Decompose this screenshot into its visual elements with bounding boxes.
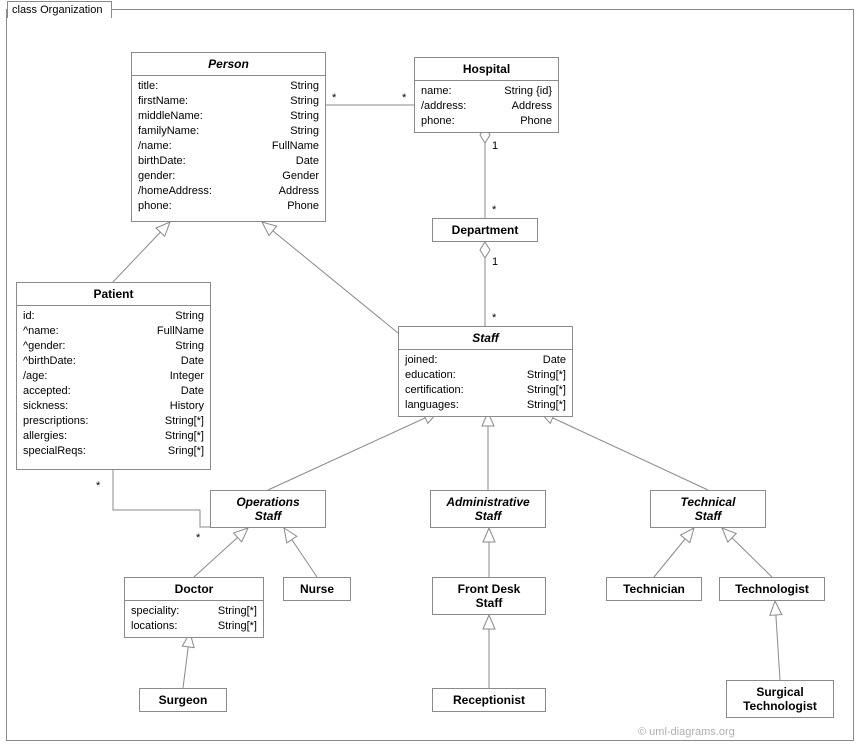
class-attrs: speciality:String[*]locations:String[*]: [125, 601, 263, 637]
class-opsstaff: OperationsStaff: [210, 490, 326, 528]
class-doctor: Doctorspeciality:String[*]locations:Stri…: [124, 577, 264, 638]
attr-row: locations:String[*]: [131, 619, 257, 634]
attr-row: education:String[*]: [405, 368, 566, 383]
class-department: Department: [432, 218, 538, 242]
multiplicity: *: [96, 480, 100, 492]
frame-title: class Organization: [7, 1, 112, 18]
uml-diagram: class Organization Persontitle:Stringfir…: [0, 0, 860, 747]
attr-row: middleName:String: [138, 109, 319, 124]
attr-row: name:String {id}: [421, 84, 552, 99]
class-name: Doctor: [125, 578, 263, 601]
class-staff: Staffjoined:Dateeducation:String[*]certi…: [398, 326, 573, 417]
attr-row: title:String: [138, 79, 319, 94]
class-techstaff: TechnicalStaff: [650, 490, 766, 528]
attr-row: id:String: [23, 309, 204, 324]
attr-row: /homeAddress:Address: [138, 184, 319, 199]
class-name: Technologist: [720, 578, 824, 600]
class-name: OperationsStaff: [211, 491, 325, 527]
class-surgeon: Surgeon: [139, 688, 227, 712]
class-name: Patient: [17, 283, 210, 306]
class-technician: Technician: [606, 577, 702, 601]
multiplicity: *: [402, 92, 406, 104]
class-name: AdministrativeStaff: [431, 491, 545, 527]
attr-row: languages:String[*]: [405, 398, 566, 413]
class-name: Hospital: [415, 58, 558, 81]
class-receptionist: Receptionist: [432, 688, 546, 712]
multiplicity: *: [492, 204, 496, 216]
multiplicity: 1: [492, 140, 498, 152]
attr-row: phone:Phone: [421, 114, 552, 129]
attr-row: prescriptions:String[*]: [23, 414, 204, 429]
attr-row: /address:Address: [421, 99, 552, 114]
attr-row: ^gender:String: [23, 339, 204, 354]
class-patient: Patientid:String^name:FullName^gender:St…: [16, 282, 211, 470]
class-attrs: title:StringfirstName:StringmiddleName:S…: [132, 76, 325, 217]
attr-row: certification:String[*]: [405, 383, 566, 398]
multiplicity: *: [332, 92, 336, 104]
attr-row: phone:Phone: [138, 199, 319, 214]
attr-row: ^name:FullName: [23, 324, 204, 339]
class-name: Department: [433, 219, 537, 241]
class-attrs: id:String^name:FullName^gender:String^bi…: [17, 306, 210, 462]
attr-row: /age:Integer: [23, 369, 204, 384]
class-nurse: Nurse: [283, 577, 351, 601]
class-name: Receptionist: [433, 689, 545, 711]
attr-row: familyName:String: [138, 124, 319, 139]
attr-row: allergies:String[*]: [23, 429, 204, 444]
class-adminstaff: AdministrativeStaff: [430, 490, 546, 528]
class-attrs: joined:Dateeducation:String[*]certificat…: [399, 350, 572, 416]
class-name: TechnicalStaff: [651, 491, 765, 527]
attr-row: speciality:String[*]: [131, 604, 257, 619]
class-name: Surgeon: [140, 689, 226, 711]
class-name: Technician: [607, 578, 701, 600]
attr-row: firstName:String: [138, 94, 319, 109]
watermark: © uml-diagrams.org: [638, 726, 735, 738]
multiplicity: *: [492, 312, 496, 324]
attr-row: /name:FullName: [138, 139, 319, 154]
class-frontdesk: Front DeskStaff: [432, 577, 546, 615]
class-name: Staff: [399, 327, 572, 350]
attr-row: specialReqs:Sring[*]: [23, 444, 204, 459]
multiplicity: 1: [492, 256, 498, 268]
class-surgtech: SurgicalTechnologist: [726, 680, 834, 718]
attr-row: joined:Date: [405, 353, 566, 368]
attr-row: gender:Gender: [138, 169, 319, 184]
attr-row: sickness:History: [23, 399, 204, 414]
class-person: Persontitle:StringfirstName:Stringmiddle…: [131, 52, 326, 222]
class-hospital: Hospitalname:String {id}/address:Address…: [414, 57, 559, 133]
class-name: Front DeskStaff: [433, 578, 545, 614]
class-name: Nurse: [284, 578, 350, 600]
class-attrs: name:String {id}/address:Addressphone:Ph…: [415, 81, 558, 132]
class-name: SurgicalTechnologist: [727, 681, 833, 717]
attr-row: ^birthDate:Date: [23, 354, 204, 369]
attr-row: birthDate:Date: [138, 154, 319, 169]
class-name: Person: [132, 53, 325, 76]
attr-row: accepted:Date: [23, 384, 204, 399]
multiplicity: *: [196, 532, 200, 544]
class-technologist: Technologist: [719, 577, 825, 601]
